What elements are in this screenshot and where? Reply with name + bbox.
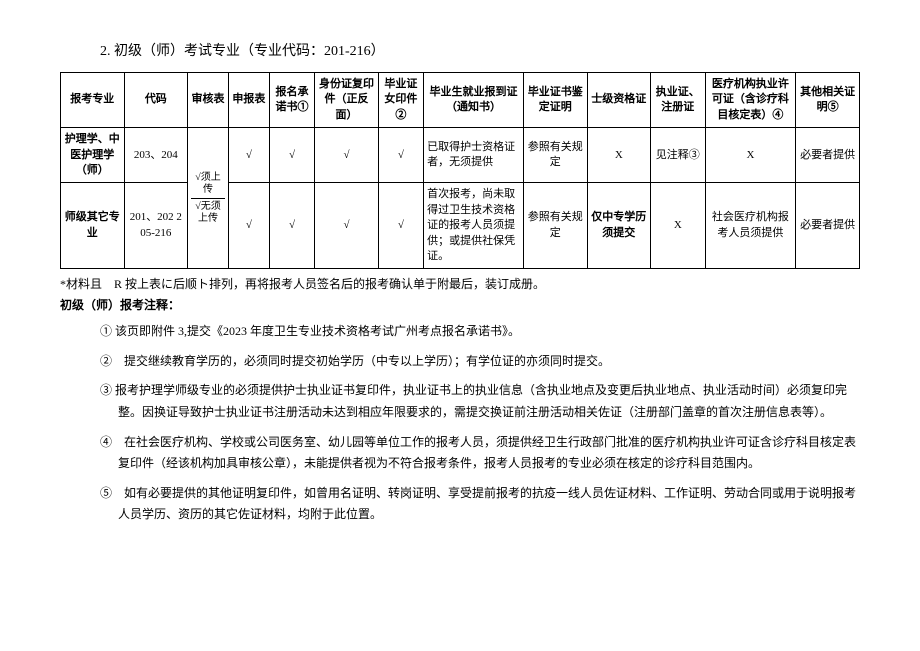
footnote-star: *材料且 R 按上表に后顺ト排列，再将报考人员签名后的报考确认单于附最后，装订成… (60, 275, 860, 292)
cell-code: 203、204 (124, 128, 188, 183)
table-row: 师级其它专业 201、202 205-216 √ √ √ √ 首次报考，尚未取得… (61, 183, 860, 269)
cell-code: 201、202 205-216 (124, 183, 188, 269)
note-1: ① 该页即附件 3,提交《2023 年度卫生专业技术资格考试广州考点报名承诺书》… (100, 321, 860, 343)
footnote-title: 初级（师）报考注释： (60, 296, 860, 313)
cell-other: 必要者提供 (796, 183, 860, 269)
cell-apply: √ (228, 128, 269, 183)
table-header-row: 报考专业 代码 审核表 申报表 报名承诺书① 身份证复印件（正反面） 毕业证女印… (61, 73, 860, 128)
cell-promise: √ (269, 128, 314, 183)
section-title: 2. 初级（师）考试专业（专业代码：201-216） (100, 40, 860, 60)
table-row: 护理学、中医护理学（师） 203、204 √须上传 √无须上传 √ √ √ √ … (61, 128, 860, 183)
requirements-table: 报考专业 代码 审核表 申报表 报名承诺书① 身份证复印件（正反面） 毕业证女印… (60, 72, 860, 269)
cell-grad: √ (378, 183, 423, 269)
cell-major: 护理学、中医护理学（师） (61, 128, 125, 183)
cell-grad: √ (378, 128, 423, 183)
cell-prof: 仅中专学历须提交 (587, 183, 651, 269)
header-prof: 士级资格证 (587, 73, 651, 128)
audit-bot: √无须上传 (191, 198, 225, 225)
cell-medical: 社会医疗机构报考人员须提供 (705, 183, 796, 269)
header-other: 其他相关证明⑤ (796, 73, 860, 128)
cell-major: 师级其它专业 (61, 183, 125, 269)
header-medical: 医疗机构执业许可证（含诊疗科目核定表）④ (705, 73, 796, 128)
cell-promise: √ (269, 183, 314, 269)
cell-other: 必要者提供 (796, 128, 860, 183)
cell-id: √ (315, 183, 379, 269)
header-apply: 申报表 (228, 73, 269, 128)
cell-id: √ (315, 128, 379, 183)
header-code: 代码 (124, 73, 188, 128)
cell-apply: √ (228, 183, 269, 269)
cell-medical: X (705, 128, 796, 183)
cell-gradverify: 参照有关规定 (523, 183, 587, 269)
header-audit: 审核表 (188, 73, 229, 128)
note-5: ⑤ 如有必要提供的其他证明复印件，如曾用名证明、转岗证明、享受提前报考的抗疫一线… (100, 483, 860, 526)
header-id: 身份证复印件（正反面） (315, 73, 379, 128)
cell-gradreport: 首次报考，尚未取得过卫生技术资格证的报考人员须提供；或提供社保凭证。 (424, 183, 524, 269)
cell-gradverify: 参照有关规定 (523, 128, 587, 183)
cell-license: X (651, 183, 705, 269)
header-grad: 毕业证女印件② (378, 73, 423, 128)
header-gradreport: 毕业生就业报到证（通知书） (424, 73, 524, 128)
cell-audit-merged: √须上传 √无须上传 (188, 128, 229, 269)
audit-top: √须上传 (191, 172, 225, 196)
cell-prof: X (587, 128, 651, 183)
header-promise: 报名承诺书① (269, 73, 314, 128)
note-4: ④ 在社会医疗机构、学校或公司医务室、幼儿园等单位工作的报考人员，须提供经卫生行… (100, 432, 860, 475)
header-license: 执业证、注册证 (651, 73, 705, 128)
header-gradverify: 毕业证书鉴定证明 (523, 73, 587, 128)
note-3: ③ 报考护理学师级专业的必须提供护士执业证书复印件，执业证书上的执业信息（含执业… (100, 380, 860, 423)
header-major: 报考专业 (61, 73, 125, 128)
note-2: ② 提交继续教育学历的，必须同时提交初始学历（中专以上学历）；有学位证的亦须同时… (100, 351, 860, 373)
cell-license: 见注释③ (651, 128, 705, 183)
cell-gradreport: 已取得护士资格证者，无须提供 (424, 128, 524, 183)
